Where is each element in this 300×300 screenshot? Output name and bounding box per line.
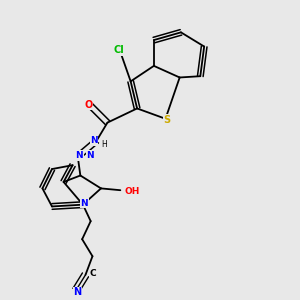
Text: C: C [90, 269, 97, 278]
Text: N: N [73, 287, 81, 297]
Text: N: N [75, 151, 83, 160]
Text: OH: OH [125, 187, 140, 196]
Text: S: S [163, 115, 170, 125]
Text: H: H [101, 140, 107, 149]
Text: Cl: Cl [114, 45, 124, 55]
Text: N: N [86, 151, 94, 160]
Text: N: N [90, 136, 98, 145]
Text: N: N [80, 199, 88, 208]
Text: O: O [85, 100, 93, 110]
